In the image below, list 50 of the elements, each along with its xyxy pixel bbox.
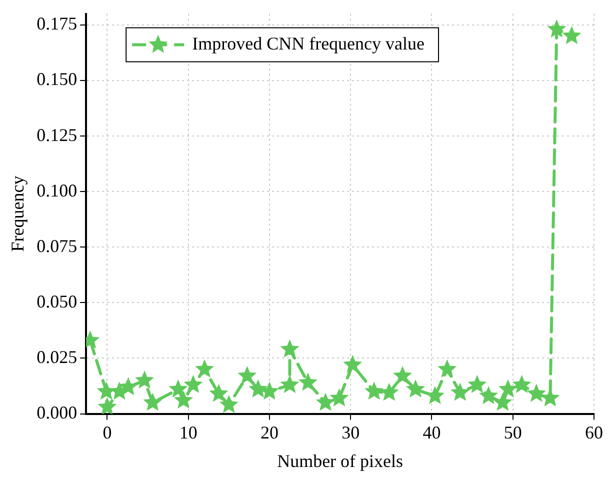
point — [393, 366, 412, 384]
point — [96, 382, 116, 400]
point — [512, 374, 532, 393]
y-tick-label: 0.125 — [36, 124, 78, 145]
y-tick-label: 0.050 — [36, 291, 78, 312]
x-tick-label: 60 — [585, 422, 603, 442]
point — [238, 366, 257, 384]
x-tick-label: 10 — [179, 422, 198, 442]
point — [468, 374, 487, 393]
x-tick-label: 0 — [102, 422, 112, 442]
point — [135, 370, 154, 389]
point — [219, 394, 238, 413]
x-tick-label: 50 — [504, 422, 522, 442]
point — [526, 384, 546, 402]
point — [248, 379, 268, 398]
point — [562, 26, 582, 44]
legend-label: Improved CNN frequency value — [192, 34, 425, 54]
y-tick-label: 0.000 — [36, 402, 78, 423]
point — [406, 379, 426, 398]
point — [450, 382, 470, 401]
y-tick-label: 0.150 — [36, 69, 78, 90]
point — [118, 377, 138, 396]
y-tick-label: 0.100 — [36, 180, 78, 200]
point — [143, 392, 162, 411]
point — [174, 390, 193, 409]
point — [330, 388, 349, 406]
point — [168, 379, 188, 398]
y-tick-label: 0.075 — [36, 236, 78, 256]
x-tick-label: 40 — [422, 422, 441, 442]
point — [195, 359, 214, 378]
point — [209, 384, 228, 402]
y-tick-label: 0.025 — [36, 346, 78, 367]
y-tick-label: 0.175 — [36, 14, 78, 34]
point — [280, 374, 300, 393]
x-tick-label: 20 — [260, 422, 278, 442]
point — [298, 372, 318, 391]
point — [438, 359, 457, 378]
point — [316, 392, 335, 411]
point — [184, 374, 203, 393]
point — [479, 386, 498, 404]
point — [364, 382, 384, 400]
point — [380, 382, 399, 401]
x-axis-title: Number of pixels — [277, 450, 404, 471]
point — [280, 339, 300, 358]
x-tick-label: 30 — [342, 422, 360, 442]
point — [493, 392, 512, 411]
point — [547, 19, 566, 38]
y-axis-title: Frequency — [8, 176, 28, 252]
point — [98, 397, 117, 414]
point — [343, 354, 362, 373]
